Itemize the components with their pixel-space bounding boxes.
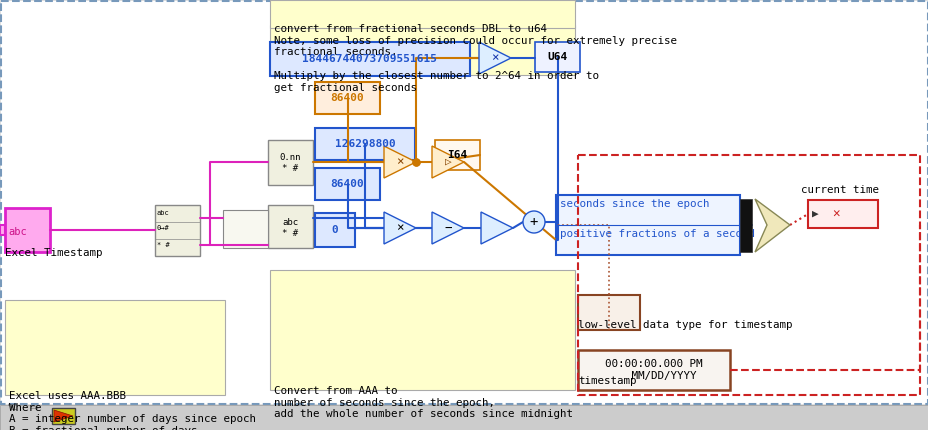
Bar [535, 42, 579, 72]
Polygon shape [754, 199, 789, 252]
Text: ×: × [491, 52, 498, 64]
Text: ▷: ▷ [445, 157, 451, 167]
Bar [577, 350, 729, 390]
Polygon shape [432, 212, 463, 244]
Text: 86400: 86400 [330, 179, 364, 189]
Bar [5, 300, 225, 395]
Polygon shape [383, 146, 416, 178]
Text: ×: × [396, 221, 404, 234]
Text: abc: abc [8, 227, 27, 237]
Bar [270, 0, 574, 28]
Text: abc: abc [157, 210, 170, 216]
Text: ▶: ▶ [811, 209, 818, 219]
Polygon shape [383, 212, 416, 244]
Bar [270, 270, 574, 390]
Polygon shape [479, 42, 510, 74]
Text: +: + [529, 215, 537, 229]
Text: timestamp: timestamp [577, 376, 636, 386]
Polygon shape [432, 146, 463, 178]
Bar [0, 405, 928, 430]
Bar [0, 225, 5, 235]
Bar [267, 140, 313, 185]
Bar [270, 25, 574, 75]
Bar [270, 42, 470, 76]
Text: ⇒: ⇒ [30, 399, 39, 415]
Text: Excel Timestamp: Excel Timestamp [5, 248, 102, 258]
Bar [807, 200, 877, 228]
Bar [223, 210, 267, 248]
Text: current time: current time [800, 185, 878, 195]
Bar [5, 208, 50, 252]
Text: abc
* #: abc * # [281, 218, 298, 238]
Text: 0→#: 0→# [157, 225, 170, 231]
Bar [555, 195, 740, 255]
Bar [315, 213, 354, 247]
Text: U64: U64 [547, 52, 567, 62]
Text: convert from fractional seconds DBL to u64
Note, some loss of precision could oc: convert from fractional seconds DBL to u… [274, 24, 677, 57]
Text: Excel uses AAA.BBB
Where
A = integer number of days since epoch
B = fractional n: Excel uses AAA.BBB Where A = integer num… [9, 391, 256, 430]
Bar [315, 82, 380, 114]
Text: 126298800: 126298800 [334, 139, 395, 149]
Text: 18446744073709551615: 18446744073709551615 [303, 54, 437, 64]
Polygon shape [481, 212, 512, 244]
Text: −: − [444, 221, 451, 234]
Bar [315, 128, 415, 160]
Circle shape [522, 211, 545, 233]
Text: 86400: 86400 [330, 93, 364, 103]
Bar [740, 199, 751, 252]
Text: 0.nn
* #: 0.nn * # [279, 154, 301, 173]
Text: Convert from AAA to
number of seconds since the epoch,
add the whole number of s: Convert from AAA to number of seconds si… [274, 386, 625, 430]
Text: ☜: ☜ [8, 399, 17, 415]
Bar [577, 295, 639, 330]
Bar [434, 140, 480, 170]
Polygon shape [54, 410, 73, 422]
Bar [577, 155, 919, 395]
Text: ×: × [396, 156, 404, 169]
Text: * #: * # [157, 242, 170, 248]
Bar [315, 168, 380, 200]
Text: I64: I64 [447, 150, 467, 160]
Bar [52, 408, 75, 424]
Text: positive fractions of a second: positive fractions of a second [560, 229, 754, 239]
Text: Multiply by the closest number to 2^64 in order to
get fractional seconds: Multiply by the closest number to 2^64 i… [274, 71, 599, 92]
Text: low-level data type for timestamp: low-level data type for timestamp [577, 320, 792, 330]
Text: ✕: ✕ [831, 208, 839, 221]
Text: 00:00:00.000 PM
   MM/DD/YYYY: 00:00:00.000 PM MM/DD/YYYY [605, 359, 702, 381]
Bar [155, 205, 200, 256]
Text: 0: 0 [331, 225, 338, 235]
Bar [267, 205, 313, 248]
Text: seconds since the epoch: seconds since the epoch [560, 199, 709, 209]
